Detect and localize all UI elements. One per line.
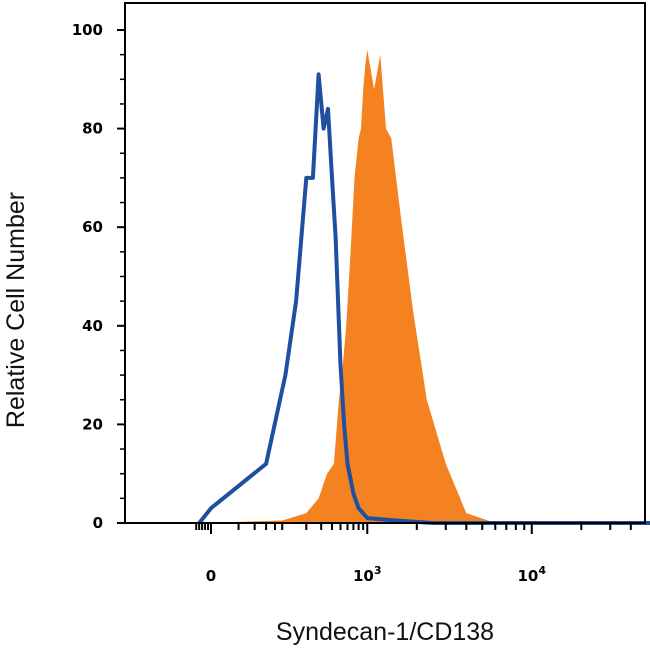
y-tick-label: 100 [72,21,103,39]
axes: 0204060801000103104105 [72,2,646,585]
histogram-filled-area [199,49,650,523]
y-tick-label: 20 [82,415,103,433]
y-tick-label: 0 [93,514,103,532]
x-tick-label: 103 [353,564,382,585]
x-tick-label: 104 [518,564,547,585]
histogram-outline-line [197,72,650,525]
y-tick-label: 60 [82,218,103,236]
y-axis-title: Relative Cell Number [2,192,30,428]
x-tick-label: 0 [206,567,216,585]
plot-frame [124,2,646,524]
y-tick-label: 80 [82,120,103,138]
y-tick-label: 40 [82,317,103,335]
plot-area [197,49,650,525]
x-axis-title: Syndecan-1/CD138 [276,618,494,646]
